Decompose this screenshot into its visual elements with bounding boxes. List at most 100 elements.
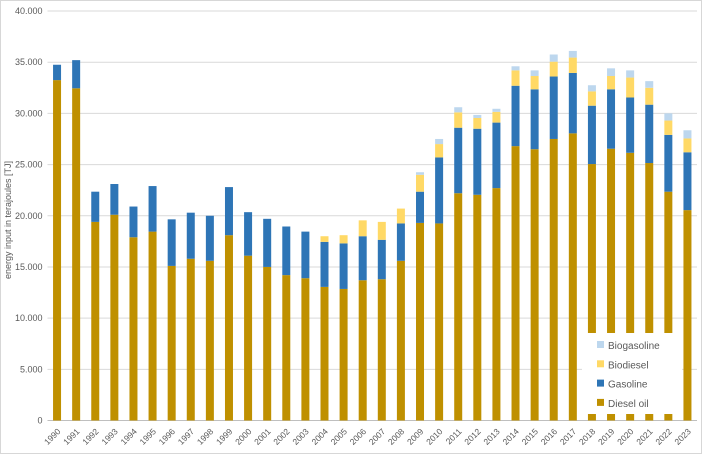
x-tick-label: 2011 bbox=[444, 426, 464, 446]
legend-swatch-biogasoline bbox=[597, 341, 604, 348]
bar-segment-2005-biodiesel bbox=[339, 235, 348, 244]
bar-segment-2009-gasoline bbox=[416, 191, 425, 223]
bar-segment-2007-biodiesel bbox=[377, 221, 386, 240]
x-tick-label: 2006 bbox=[348, 426, 369, 447]
x-tick-label: 2003 bbox=[290, 426, 311, 447]
bar-segment-2023-biogasoline bbox=[683, 130, 692, 139]
bar-segment-2016-biogasoline bbox=[549, 54, 558, 62]
bar-segment-1993-diesel-oil bbox=[110, 214, 119, 421]
bar-segment-2001-gasoline bbox=[263, 218, 272, 267]
bar-segment-2010-biogasoline bbox=[435, 138, 444, 145]
bar-segment-2016-biodiesel bbox=[549, 61, 558, 77]
bar-segment-2020-biogasoline bbox=[626, 70, 635, 78]
legend-label-gasoline: Gasoline bbox=[608, 380, 648, 391]
y-tick-label: 20.000 bbox=[15, 211, 43, 221]
bar-segment-2008-gasoline bbox=[396, 223, 405, 261]
legend-label-biogasoline: Biogasoline bbox=[608, 341, 660, 352]
bar-segment-2022-biogasoline bbox=[664, 113, 673, 121]
bar-segment-2007-gasoline bbox=[377, 239, 386, 280]
y-tick-label: 30.000 bbox=[15, 108, 43, 118]
bar-segment-2012-biodiesel bbox=[473, 117, 482, 129]
bar-segment-2014-gasoline bbox=[511, 85, 520, 147]
x-tick-label: 2004 bbox=[309, 426, 330, 447]
bar-segment-2022-gasoline bbox=[664, 134, 673, 192]
x-tick-label: 2016 bbox=[539, 426, 560, 447]
x-tick-label: 2018 bbox=[577, 426, 598, 447]
bar-segment-2003-diesel-oil bbox=[301, 278, 310, 421]
bar-segment-2011-gasoline bbox=[454, 127, 463, 194]
bar-segment-2012-gasoline bbox=[473, 128, 482, 195]
bar-segment-2014-biodiesel bbox=[511, 70, 520, 86]
bar-segment-1998-diesel-oil bbox=[205, 260, 214, 421]
x-tick-label: 2005 bbox=[329, 426, 350, 447]
y-axis-title: energy input in terajoules [TJ] bbox=[3, 161, 13, 279]
x-tick-label: 1998 bbox=[195, 426, 216, 447]
bar-segment-2004-biodiesel bbox=[320, 236, 329, 242]
bar-segment-2018-gasoline bbox=[587, 105, 596, 165]
bar-segment-2021-gasoline bbox=[645, 104, 654, 164]
x-tick-label: 1997 bbox=[176, 426, 197, 447]
x-tick-label: 2012 bbox=[462, 426, 483, 447]
bar-segment-2015-biodiesel bbox=[530, 76, 539, 90]
x-tick-label: 1991 bbox=[61, 426, 82, 447]
x-tick-label: 2008 bbox=[386, 426, 407, 447]
bar-segment-2000-diesel-oil bbox=[244, 255, 253, 421]
x-tick-label: 2001 bbox=[252, 426, 273, 447]
x-tick-label: 2020 bbox=[615, 426, 636, 447]
bar-segment-2012-diesel-oil bbox=[473, 194, 482, 421]
bar-segment-2013-biogasoline bbox=[492, 108, 501, 112]
x-tick-label: 2019 bbox=[596, 426, 617, 447]
x-tick-label: 2000 bbox=[233, 426, 254, 447]
bar-segment-2002-gasoline bbox=[282, 226, 291, 276]
bar-segment-2019-diesel-oil bbox=[607, 148, 616, 421]
bar-segment-2008-biodiesel bbox=[396, 208, 405, 224]
bar-segment-2006-biodiesel bbox=[358, 220, 367, 237]
bar-segment-2014-diesel-oil bbox=[511, 146, 520, 421]
x-tick-label: 1995 bbox=[138, 426, 159, 447]
x-tick-label: 2010 bbox=[424, 426, 445, 447]
legend-swatch-biodiesel bbox=[597, 360, 604, 368]
bar-segment-1995-diesel-oil bbox=[148, 231, 157, 421]
bar-segment-2014-biogasoline bbox=[511, 66, 520, 71]
x-tick-label: 2023 bbox=[672, 426, 693, 447]
bar-segment-2017-gasoline bbox=[568, 72, 577, 134]
bar-segment-2010-diesel-oil bbox=[435, 223, 444, 421]
x-tick-label: 2013 bbox=[481, 426, 502, 447]
bar-segment-2002-diesel-oil bbox=[282, 275, 291, 421]
x-tick-label: 1999 bbox=[214, 426, 235, 447]
bar-segment-2017-biogasoline bbox=[568, 50, 577, 58]
bar-segment-2018-diesel-oil bbox=[587, 164, 596, 421]
bar-segment-1991-gasoline bbox=[72, 60, 81, 89]
bar-segment-2023-biodiesel bbox=[683, 138, 692, 153]
legend-label-biodiesel: Biodiesel bbox=[608, 360, 649, 371]
bar-segment-2016-gasoline bbox=[549, 76, 558, 139]
bar-segment-2009-biodiesel bbox=[416, 174, 425, 192]
bar-segment-2006-diesel-oil bbox=[358, 280, 367, 421]
bar-segment-1992-gasoline bbox=[91, 191, 100, 222]
bar-segment-1999-diesel-oil bbox=[224, 235, 233, 421]
bar-segment-2009-diesel-oil bbox=[416, 222, 425, 421]
bar-segment-2020-diesel-oil bbox=[626, 152, 635, 421]
x-tick-label: 1993 bbox=[99, 426, 120, 447]
bar-segment-2005-gasoline bbox=[339, 243, 348, 289]
bar-segment-1995-gasoline bbox=[148, 186, 157, 232]
bar-segment-2010-gasoline bbox=[435, 157, 444, 224]
x-tick-label: 2015 bbox=[520, 426, 541, 447]
bar-segment-2016-diesel-oil bbox=[549, 138, 558, 421]
bar-segment-1994-diesel-oil bbox=[129, 237, 138, 421]
bar-segment-2007-diesel-oil bbox=[377, 279, 386, 421]
bar-segment-2004-gasoline bbox=[320, 241, 329, 287]
bar-segment-2015-gasoline bbox=[530, 89, 539, 150]
bar-segment-1991-diesel-oil bbox=[72, 88, 81, 421]
x-tick-label: 1992 bbox=[80, 426, 101, 447]
bar-segment-2021-biogasoline bbox=[645, 81, 654, 88]
bar-segment-1994-gasoline bbox=[129, 206, 138, 238]
bar-segment-2011-diesel-oil bbox=[454, 193, 463, 421]
bar-segment-2018-biodiesel bbox=[587, 91, 596, 106]
bar-segment-2008-diesel-oil bbox=[396, 260, 405, 421]
y-tick-label: 0 bbox=[37, 416, 42, 426]
bar-segment-2005-diesel-oil bbox=[339, 288, 348, 421]
bar-segment-2018-biogasoline bbox=[587, 85, 596, 92]
bar-segment-2015-biogasoline bbox=[530, 70, 539, 77]
